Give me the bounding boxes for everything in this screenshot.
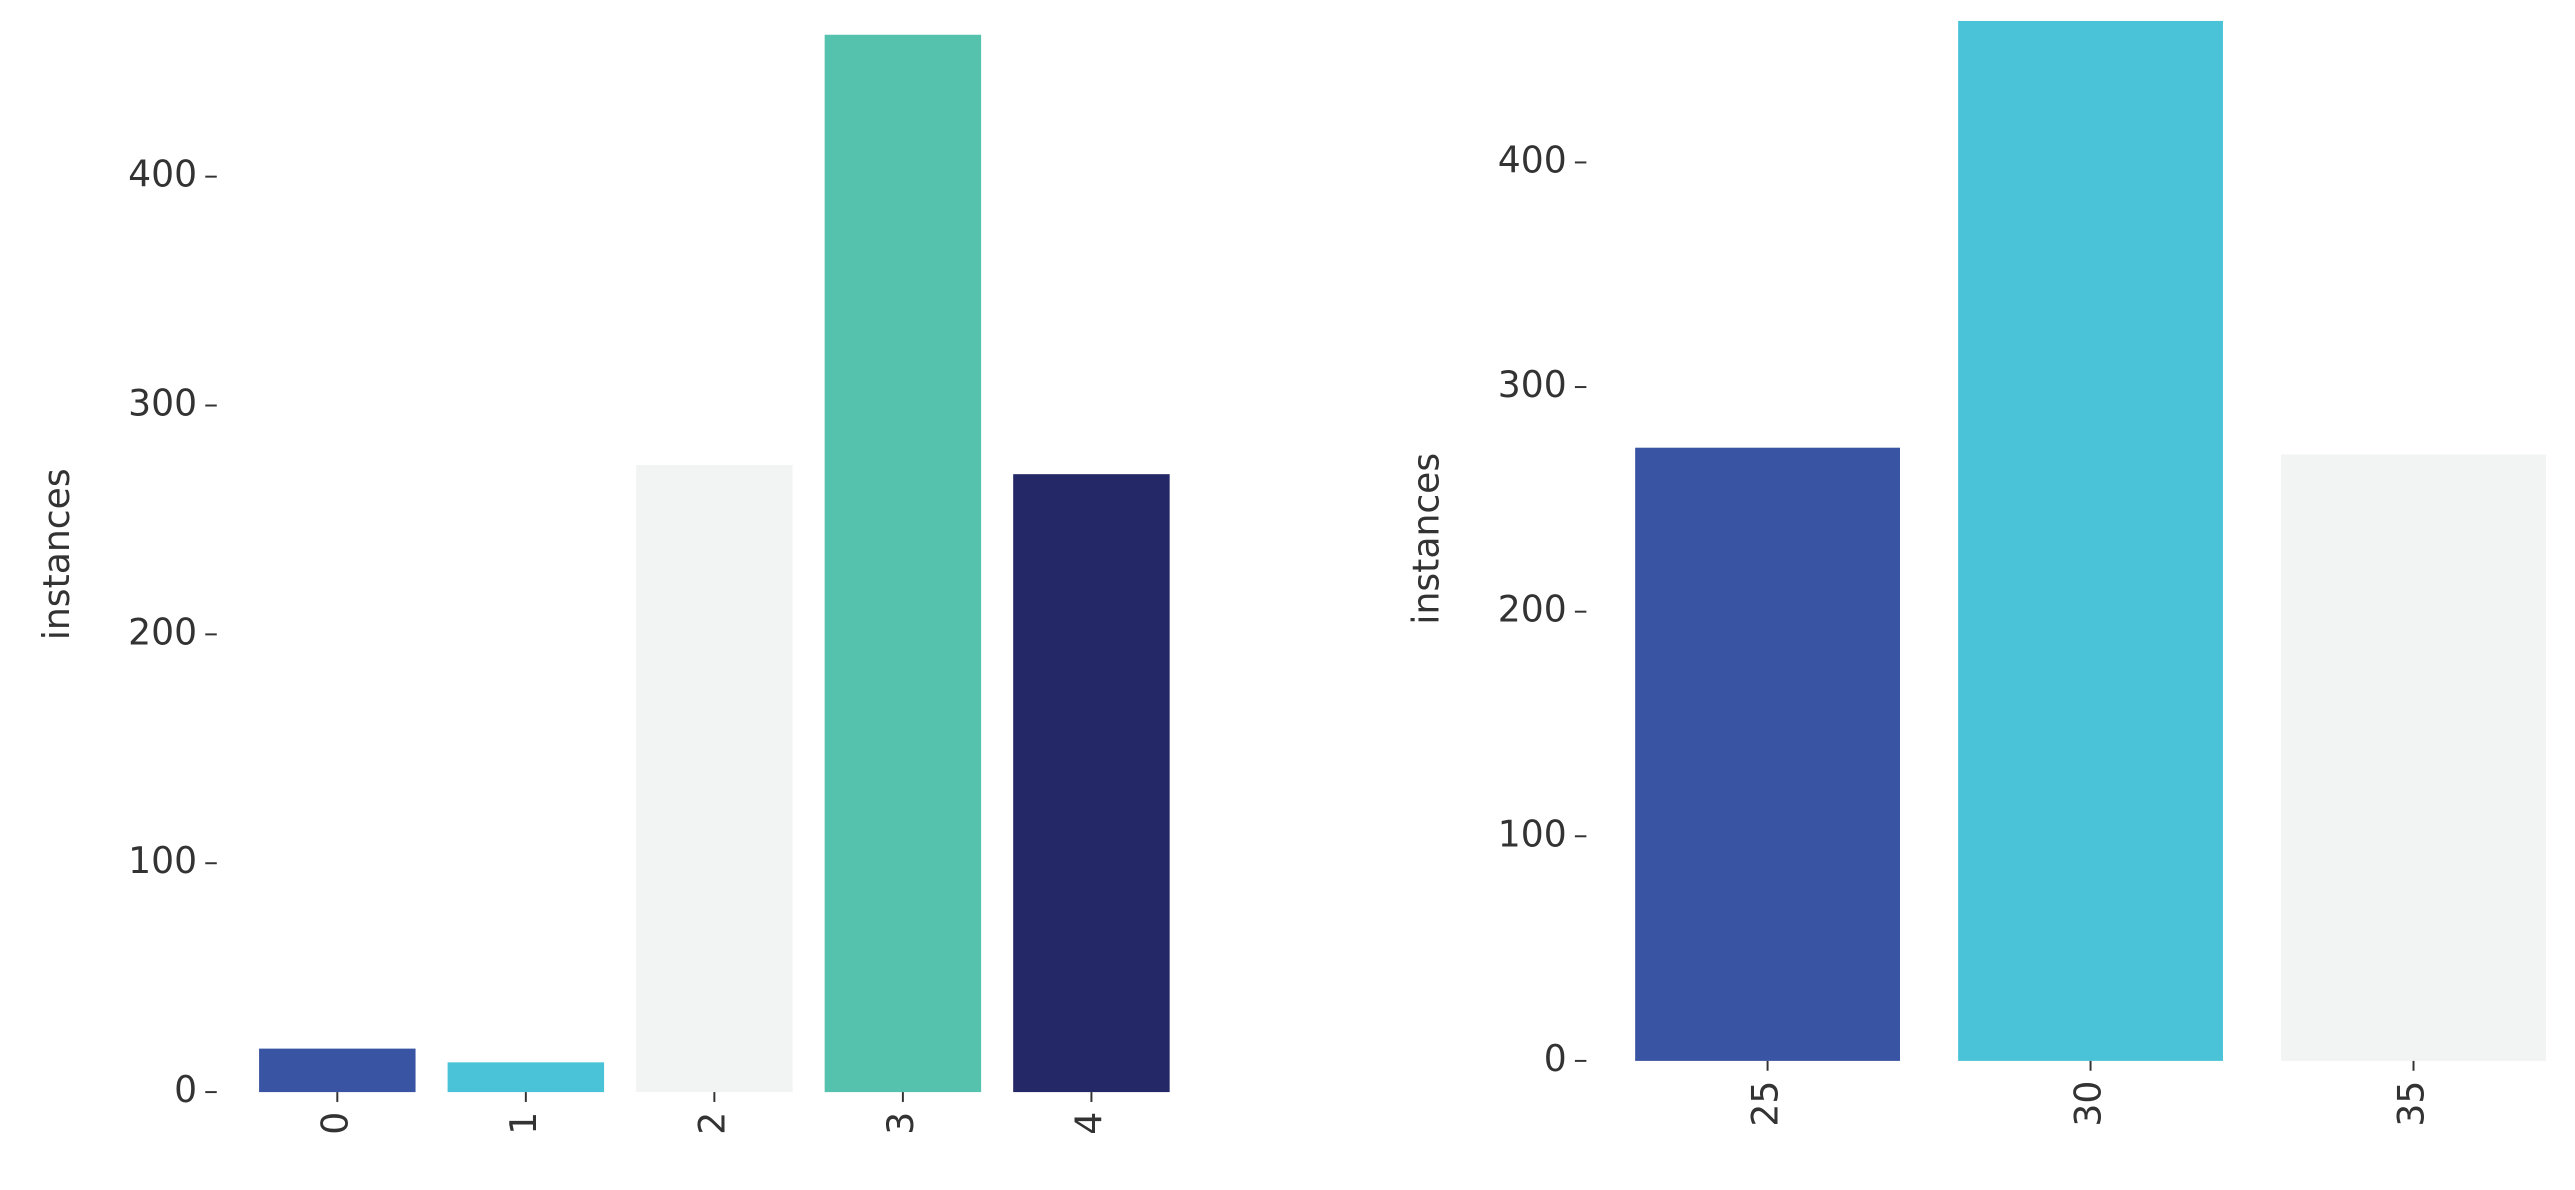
bar — [1958, 20, 2223, 1061]
y-tick-label: 200 — [1498, 588, 1567, 631]
y-axis-label: instances — [35, 468, 78, 640]
y-axis-label: instances — [1405, 453, 1448, 625]
bar — [447, 1062, 605, 1093]
y-tick-label: 400 — [128, 153, 197, 196]
y-tick-label: 200 — [128, 610, 197, 653]
x-tick-label: 0 — [313, 1112, 356, 1135]
bar — [2281, 454, 2546, 1061]
y-tick-label: 300 — [1498, 363, 1567, 406]
y-tick-label: 400 — [1498, 138, 1567, 181]
y-tick-label: 100 — [1498, 812, 1567, 855]
bar — [1013, 474, 1170, 1093]
y-tick-label: 0 — [174, 1068, 197, 1111]
x-tick-label: 2 — [690, 1112, 733, 1135]
bar — [259, 1048, 416, 1093]
bar — [824, 34, 982, 1093]
y-tick-label: 300 — [128, 382, 197, 425]
x-tick-label: 25 — [1744, 1081, 1787, 1127]
bar — [1635, 447, 1900, 1061]
x-tick-label: 3 — [879, 1112, 922, 1135]
x-tick-label: 1 — [502, 1112, 545, 1135]
x-tick-label: 4 — [1067, 1112, 1110, 1135]
bar — [636, 465, 793, 1093]
y-tick-label: 0 — [1544, 1037, 1567, 1080]
x-tick-label: 35 — [2390, 1081, 2433, 1127]
y-tick-label: 100 — [128, 839, 197, 882]
x-tick-label: 30 — [2067, 1081, 2110, 1127]
